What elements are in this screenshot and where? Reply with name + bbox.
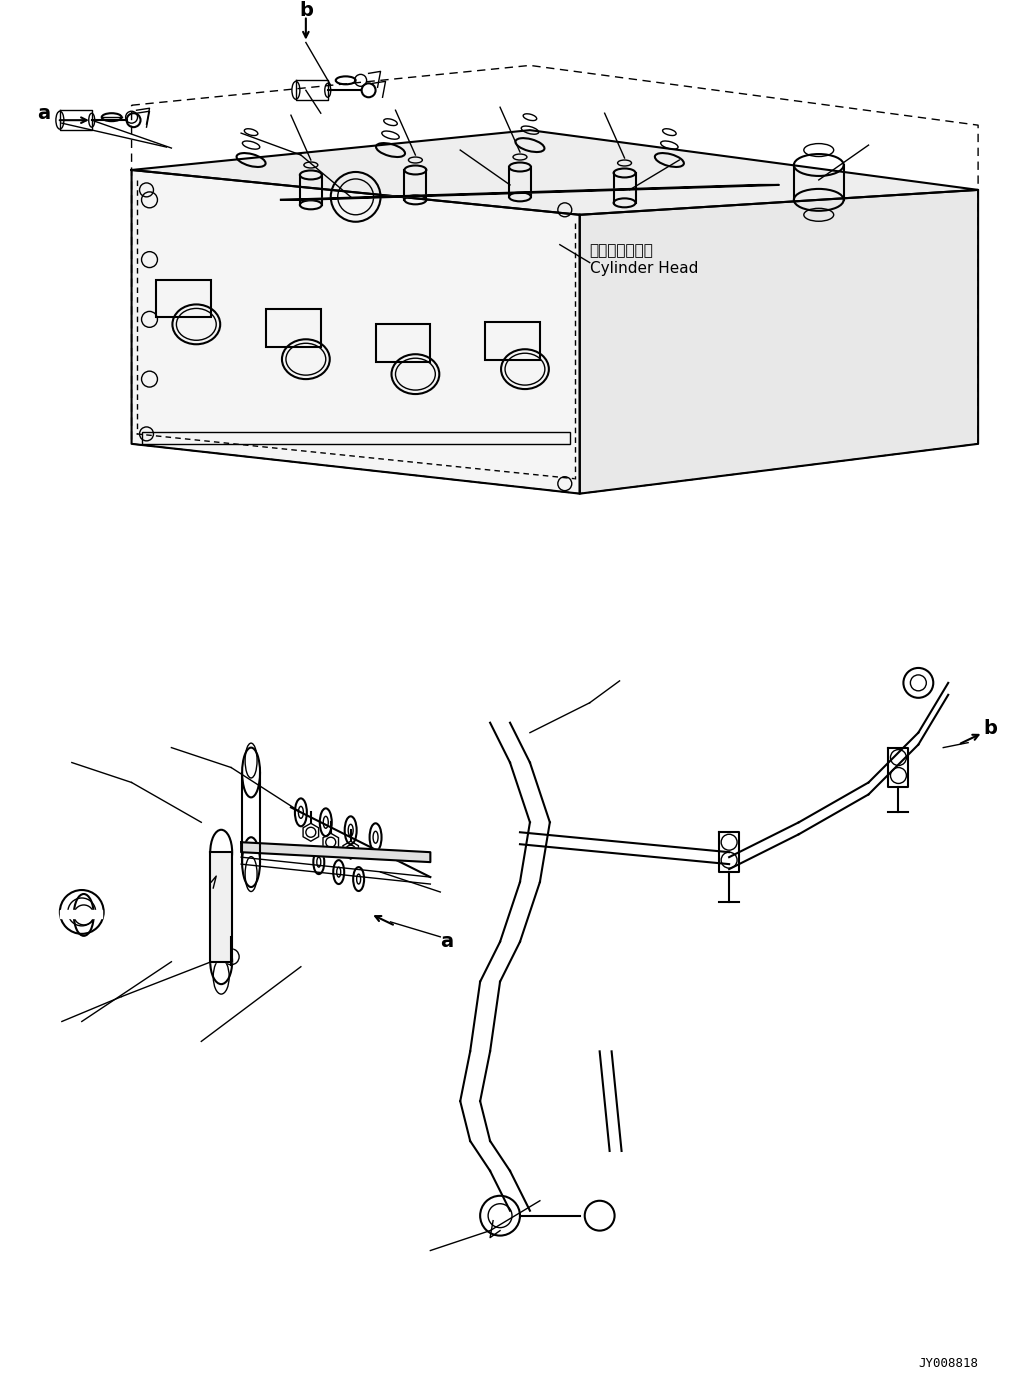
- Text: b: b: [983, 719, 997, 739]
- Polygon shape: [241, 842, 431, 862]
- Bar: [266, 310, 320, 347]
- Bar: [141, 431, 570, 444]
- Bar: [157, 279, 211, 317]
- Polygon shape: [281, 185, 779, 201]
- Polygon shape: [132, 130, 978, 214]
- Bar: [485, 322, 540, 360]
- Polygon shape: [132, 170, 580, 494]
- Polygon shape: [210, 852, 232, 961]
- Text: シリンダヘッド
Cylinder Head: シリンダヘッド Cylinder Head: [590, 243, 698, 275]
- Polygon shape: [60, 910, 102, 918]
- Polygon shape: [580, 189, 978, 494]
- Text: b: b: [299, 1, 313, 21]
- Text: a: a: [440, 932, 453, 952]
- Text: JY008818: JY008818: [918, 1357, 978, 1371]
- Text: a: a: [37, 104, 50, 123]
- Bar: [376, 325, 431, 362]
